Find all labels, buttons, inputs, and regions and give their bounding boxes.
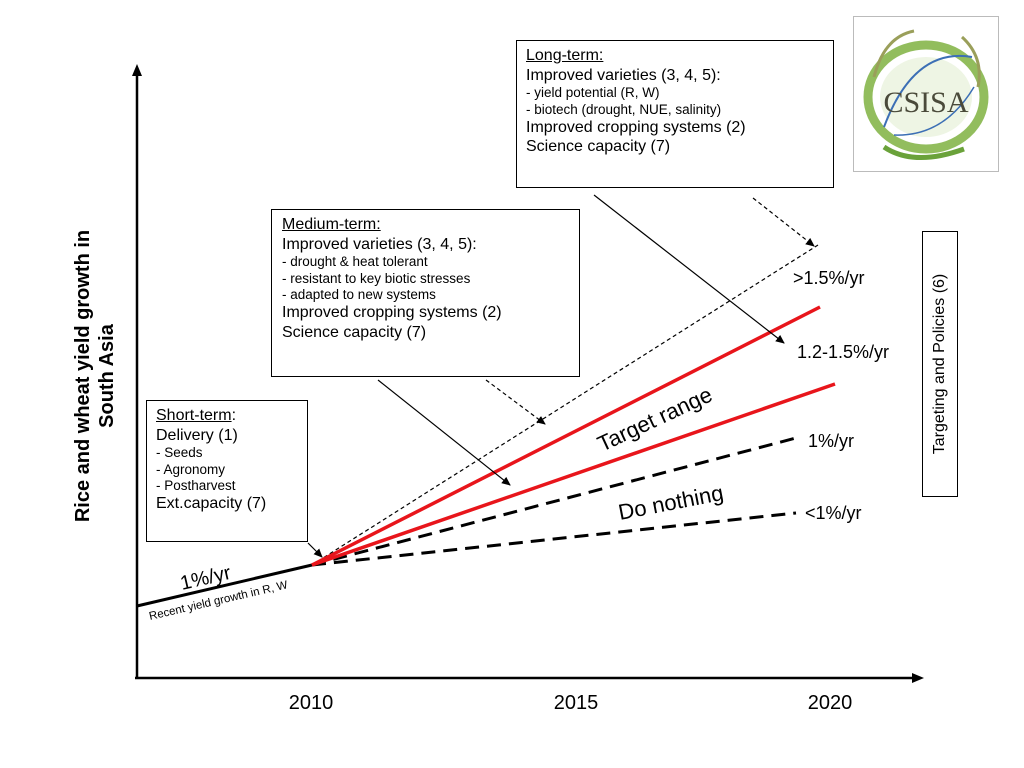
long-term-dashed-arrow — [752, 197, 815, 247]
x-tick-2010: 2010 — [288, 692, 334, 714]
medium-term-line2: - drought & heat tolerant — [282, 254, 428, 270]
high-trend-line — [311, 244, 819, 566]
short-term-line4: - Postharvest — [156, 477, 236, 493]
target-lower-line — [311, 382, 836, 567]
short-term-colon: : — [231, 407, 237, 424]
medium-term-line6: Science capacity (7) — [282, 323, 427, 341]
y-axis-label: Rice and wheat yield growth in South Asi… — [71, 176, 119, 576]
long-term-arrow — [593, 194, 785, 344]
short-term-heading: Short-term — [156, 407, 232, 424]
medium-term-box: Medium-term: Improved varieties (3, 4, 5… — [271, 209, 580, 377]
short-term-line3: - Agronomy — [156, 461, 226, 477]
short-term-arrow — [307, 542, 323, 558]
short-term-line5: Ext.capacity (7) — [156, 495, 267, 513]
low-trend-line — [311, 511, 797, 567]
policy-box: Targeting and Policies (6) — [922, 231, 958, 497]
y-axis-label-line2: South Asia — [96, 324, 118, 428]
high-rate-label: >1.5%/yr — [793, 268, 865, 288]
short-term-line1: Delivery (1) — [156, 426, 238, 444]
short-term-heading-row: Short-term: — [156, 406, 298, 426]
medium-term-line5: Improved cropping systems (2) — [282, 304, 502, 322]
short-term-line2: - Seeds — [156, 445, 203, 461]
long-term-line3: - biotech (drought, NUE, salinity) — [526, 101, 722, 117]
policy-label: Targeting and Policies (6) — [931, 273, 948, 455]
do-nothing-label: Do nothing — [616, 480, 725, 525]
long-term-box: Long-term: Improved varieties (3, 4, 5):… — [516, 40, 834, 188]
x-axis-arrow — [912, 673, 924, 683]
long-term-heading: Long-term: — [526, 47, 604, 64]
long-term-line2: - yield potential (R, W) — [526, 85, 660, 101]
medium-term-heading: Medium-term: — [282, 216, 381, 233]
y-axis-arrow — [132, 64, 142, 76]
medium-term-arrow — [377, 379, 511, 486]
baseline-trend-line — [311, 436, 797, 567]
medium-term-dashed-arrow — [485, 379, 546, 425]
csisa-logo-text: CSISA — [883, 86, 968, 119]
y-axis-label-line1: Rice and wheat yield growth in — [72, 229, 94, 523]
medium-term-line1: Improved varieties (3, 4, 5): — [282, 235, 477, 253]
baseline-rate-label: 1%/yr — [808, 431, 855, 451]
upper-target-rate-label: 1.2-1.5%/yr — [797, 342, 890, 362]
long-term-line1: Improved varieties (3, 4, 5): — [526, 66, 721, 84]
csisa-logo-icon: CSISA — [863, 29, 989, 160]
csisa-logo: CSISA — [853, 16, 999, 172]
long-term-line5: Science capacity (7) — [526, 138, 671, 156]
target-upper-line — [311, 305, 821, 567]
medium-term-line3: - resistant to key biotic stresses — [282, 270, 471, 286]
short-term-box: Short-term: Delivery (1) - Seeds - Agron… — [146, 400, 308, 542]
low-rate-label: <1%/yr — [805, 503, 862, 523]
recent-trend-line — [136, 563, 313, 608]
medium-term-line4: - adapted to new systems — [282, 286, 436, 302]
long-term-line4: Improved cropping systems (2) — [526, 118, 746, 136]
x-tick-2015: 2015 — [553, 692, 599, 714]
x-tick-2020: 2020 — [807, 692, 853, 714]
